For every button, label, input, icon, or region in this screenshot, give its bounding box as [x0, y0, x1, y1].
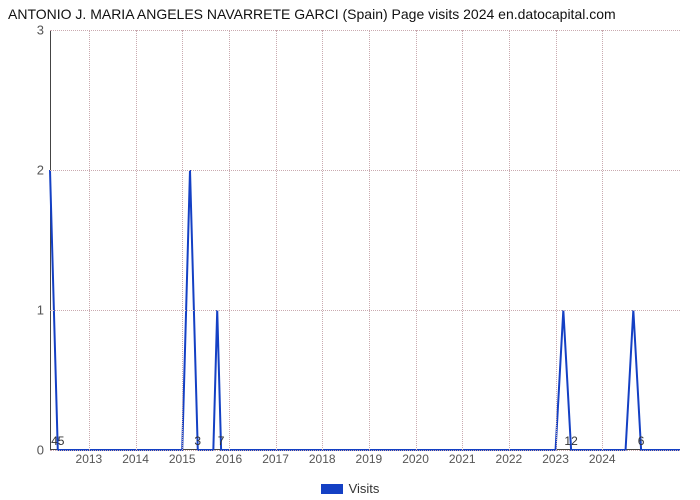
y-tick-label: 3	[4, 23, 44, 38]
x-tick-label: 2018	[309, 452, 336, 466]
chart-title: ANTONIO J. MARIA ANGELES NAVARRETE GARCI…	[8, 6, 692, 22]
legend-label-visits: Visits	[349, 481, 380, 496]
chart-container: ANTONIO J. MARIA ANGELES NAVARRETE GARCI…	[0, 0, 700, 500]
x-tick-label: 2016	[216, 452, 243, 466]
x-tick-label: 2017	[262, 452, 289, 466]
gridline-vertical	[509, 30, 510, 450]
data-point-label: 3	[194, 434, 201, 448]
gridline-vertical	[229, 30, 230, 450]
x-tick-label: 2022	[496, 452, 523, 466]
data-point-label: 6	[638, 434, 645, 448]
data-point-label: 45	[51, 434, 64, 448]
legend-swatch-visits	[321, 484, 343, 494]
x-tick-label: 2015	[169, 452, 196, 466]
y-tick-label: 1	[4, 303, 44, 318]
gridline-vertical	[602, 30, 603, 450]
data-point-label: 7	[218, 434, 225, 448]
data-point-label: 12	[564, 434, 577, 448]
x-tick-label: 2020	[402, 452, 429, 466]
gridline-horizontal	[50, 310, 680, 311]
x-tick-label: 2013	[76, 452, 103, 466]
x-tick-label: 2019	[356, 452, 383, 466]
gridline-horizontal	[50, 450, 680, 451]
x-tick-label: 2023	[542, 452, 569, 466]
legend: Visits	[0, 481, 700, 496]
gridline-horizontal	[50, 170, 680, 171]
gridline-vertical	[556, 30, 557, 450]
y-tick-label: 0	[4, 443, 44, 458]
line-series-layer	[50, 30, 680, 450]
x-tick-label: 2014	[122, 452, 149, 466]
gridline-vertical	[182, 30, 183, 450]
x-tick-label: 2024	[589, 452, 616, 466]
gridline-vertical	[416, 30, 417, 450]
x-tick-label: 2021	[449, 452, 476, 466]
gridline-vertical	[369, 30, 370, 450]
gridline-vertical	[462, 30, 463, 450]
y-tick-label: 2	[4, 163, 44, 178]
plot-area: 45 3 7 12 6	[50, 30, 680, 450]
gridline-vertical	[322, 30, 323, 450]
gridline-vertical	[276, 30, 277, 450]
gridline-vertical	[89, 30, 90, 450]
gridline-horizontal	[50, 30, 680, 31]
gridline-vertical	[136, 30, 137, 450]
